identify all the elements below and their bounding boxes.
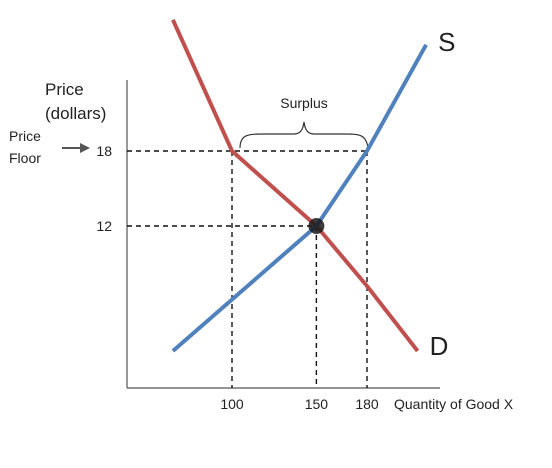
- d-curve-label: D: [430, 331, 449, 361]
- curves: [171, 18, 428, 353]
- x-tick-label-100: 100: [220, 396, 244, 412]
- y-axis-label-line2: (dollars): [45, 104, 106, 123]
- s-curve: [171, 43, 428, 353]
- curve-labels: DS: [430, 27, 456, 361]
- equilibrium-group: [308, 218, 325, 234]
- s-curve-label: S: [438, 27, 455, 57]
- equilibrium-point: [308, 218, 325, 234]
- guide-lines: [127, 150, 368, 388]
- price-floor-label-line1: Price: [9, 128, 41, 144]
- x-axis-label: Quantity of Good X: [394, 396, 514, 412]
- y-tick-label-12: 12: [96, 218, 112, 234]
- d-curve: [171, 18, 420, 353]
- surplus-label: Surplus: [280, 95, 327, 111]
- x-tick-label-150: 150: [305, 396, 329, 412]
- price-floor-arrow-head: [80, 143, 90, 153]
- y-axis-label-line1: Price: [45, 80, 84, 99]
- y-tick-label-18: 18: [96, 143, 112, 159]
- surplus-brace: [239, 121, 369, 149]
- tick-labels: 100 150 180 12 18: [96, 143, 378, 412]
- x-tick-label-180: 180: [355, 396, 379, 412]
- price-floor-label-line2: Floor: [9, 150, 41, 166]
